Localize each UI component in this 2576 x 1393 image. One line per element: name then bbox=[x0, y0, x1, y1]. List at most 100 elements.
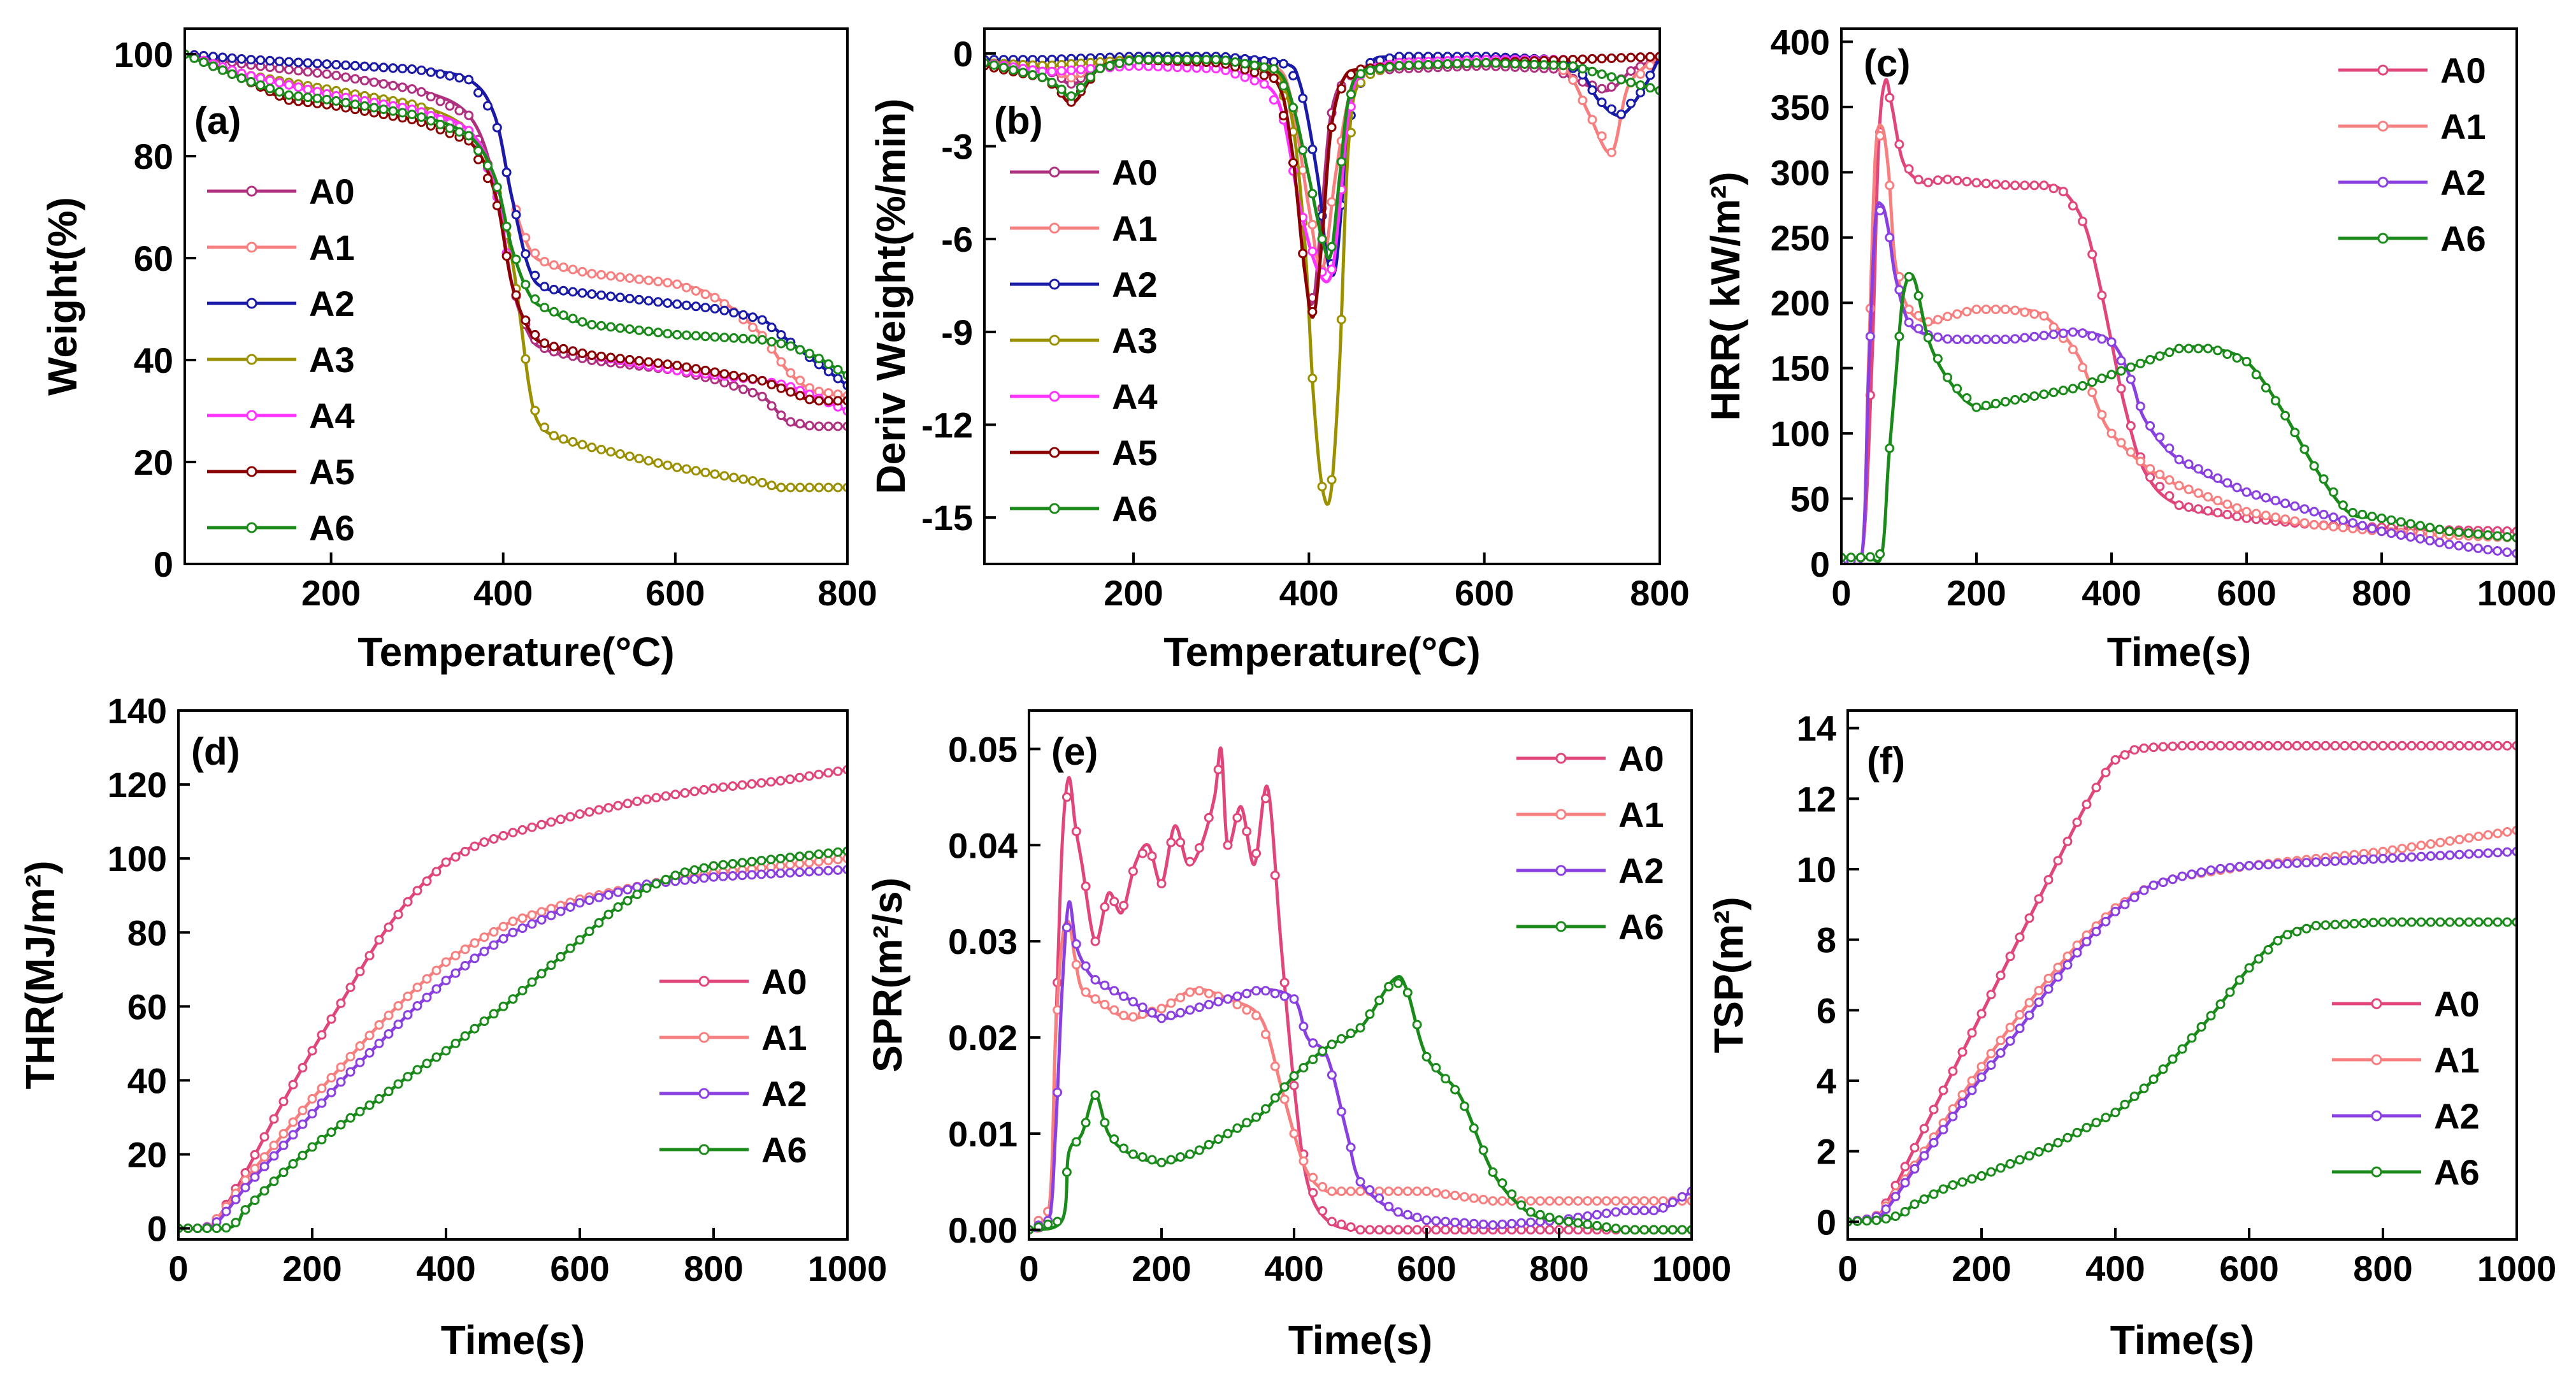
data-point bbox=[530, 405, 540, 415]
data-point bbox=[1677, 1225, 1687, 1235]
y-tick-label: 20 bbox=[127, 1135, 167, 1175]
series-line-A3 bbox=[185, 52, 847, 490]
data-point bbox=[622, 798, 633, 809]
data-point bbox=[2377, 526, 2387, 537]
y-tick-label: 60 bbox=[127, 986, 167, 1027]
data-point bbox=[2101, 767, 2111, 777]
series-line-A5 bbox=[185, 52, 847, 403]
data-point bbox=[1649, 1206, 1659, 1216]
x-tick-label: 800 bbox=[1630, 573, 1689, 613]
data-point bbox=[1327, 1216, 1337, 1227]
data-point bbox=[464, 131, 474, 141]
data-point bbox=[1948, 1180, 1958, 1190]
data-point bbox=[412, 1001, 422, 1011]
data-point bbox=[336, 1120, 346, 1130]
data-point bbox=[622, 884, 633, 895]
data-point bbox=[460, 944, 470, 955]
data-point bbox=[710, 303, 720, 314]
data-point bbox=[412, 983, 422, 992]
data-point bbox=[2359, 855, 2369, 865]
data-point bbox=[464, 75, 474, 85]
plot-frame bbox=[177, 709, 849, 1241]
data-point bbox=[1881, 1214, 1891, 1224]
legend-marker bbox=[1555, 865, 1567, 876]
data-point bbox=[2502, 917, 2512, 927]
data-point bbox=[269, 1140, 279, 1150]
data-point bbox=[1904, 164, 1914, 174]
data-point bbox=[2290, 516, 2300, 526]
data-point bbox=[1279, 991, 1290, 1001]
data-point bbox=[2091, 927, 2101, 937]
data-point bbox=[1597, 69, 1607, 79]
data-point bbox=[416, 112, 426, 122]
data-point bbox=[823, 388, 833, 398]
data-point bbox=[388, 63, 398, 73]
data-point bbox=[1904, 317, 1914, 328]
legend-marker bbox=[2377, 177, 2389, 188]
data-point bbox=[624, 355, 635, 364]
data-point bbox=[530, 248, 540, 258]
data-point bbox=[1636, 69, 1646, 79]
data-point bbox=[359, 101, 370, 111]
data-point bbox=[2193, 343, 2203, 354]
data-point bbox=[1249, 61, 1260, 71]
data-point bbox=[795, 419, 805, 429]
data-point bbox=[1568, 61, 1578, 71]
data-point bbox=[1147, 1155, 1157, 1165]
panel-tag: (a) bbox=[194, 99, 241, 142]
data-point bbox=[269, 1151, 279, 1161]
data-point bbox=[1976, 1009, 1987, 1019]
data-point bbox=[517, 986, 528, 995]
data-point bbox=[709, 783, 719, 793]
data-point bbox=[795, 867, 805, 877]
data-point bbox=[1929, 1104, 1939, 1115]
data-point bbox=[1071, 826, 1081, 837]
data-point bbox=[2454, 849, 2464, 860]
data-point bbox=[1346, 1187, 1356, 1196]
data-point bbox=[1270, 1093, 1280, 1103]
data-point bbox=[1862, 1216, 1872, 1226]
data-point bbox=[663, 460, 673, 470]
legend-marker bbox=[1049, 503, 1060, 514]
data-point bbox=[710, 332, 720, 342]
data-point bbox=[1421, 1051, 1432, 1062]
data-point bbox=[2010, 305, 2020, 315]
data-point bbox=[558, 343, 568, 354]
data-point bbox=[2493, 740, 2503, 751]
data-point bbox=[814, 769, 824, 779]
data-point bbox=[766, 336, 777, 347]
data-point bbox=[681, 330, 691, 340]
data-point bbox=[284, 57, 294, 67]
legend-label-A5: A5 bbox=[309, 452, 355, 492]
data-point bbox=[1128, 997, 1138, 1007]
chart-panel-5: 0 200 400 600 800 1000 0 2 4 6 8 10 12 14 Time(s) TSP(m… bbox=[1706, 709, 2556, 1363]
y-tick-label: 200 bbox=[1771, 283, 1830, 323]
data-point bbox=[1544, 1196, 1555, 1206]
data-point bbox=[2000, 305, 2010, 314]
data-point bbox=[2328, 512, 2338, 523]
data-point bbox=[527, 822, 537, 832]
data-point bbox=[1894, 140, 1904, 149]
data-point bbox=[805, 482, 815, 493]
data-point bbox=[1289, 1071, 1299, 1081]
data-point bbox=[747, 387, 758, 398]
data-point bbox=[482, 161, 493, 171]
data-point bbox=[1043, 1219, 1053, 1229]
data-point bbox=[1592, 1209, 1602, 1220]
data-point bbox=[672, 361, 682, 370]
data-point bbox=[1269, 73, 1279, 83]
data-point bbox=[298, 1150, 308, 1160]
y-tick-label: -9 bbox=[941, 312, 973, 352]
data-point bbox=[2502, 532, 2512, 542]
data-point bbox=[227, 53, 237, 63]
y-tick-label: 0.04 bbox=[948, 825, 1018, 865]
y-tick-label: 0 bbox=[154, 544, 173, 584]
data-point bbox=[1090, 1090, 1100, 1101]
data-point bbox=[1191, 55, 1202, 65]
data-point bbox=[642, 794, 652, 804]
data-point bbox=[1441, 1189, 1451, 1199]
data-point bbox=[1066, 73, 1076, 83]
data-point bbox=[2357, 521, 2368, 531]
data-point bbox=[1910, 1164, 1920, 1174]
data-point bbox=[833, 421, 843, 431]
